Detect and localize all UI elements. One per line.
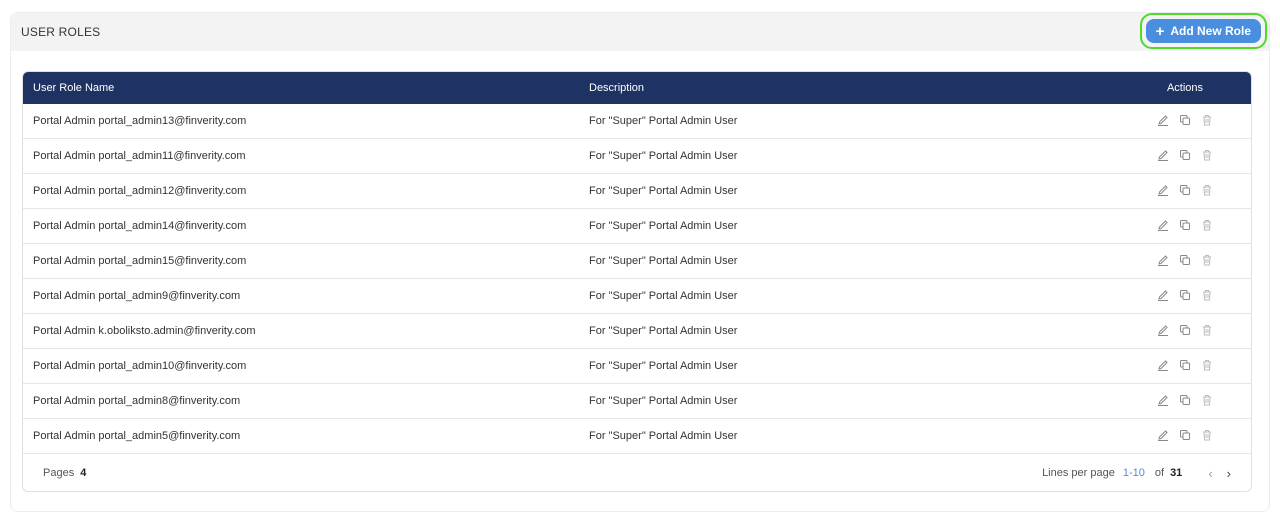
edit-icon[interactable] <box>1156 183 1170 200</box>
table-header: User Role Name Description Actions <box>23 72 1251 104</box>
edit-icon[interactable] <box>1156 428 1170 445</box>
user-roles-panel: USER ROLES + Add New Role User Role Name … <box>10 12 1270 512</box>
copy-icon[interactable] <box>1178 148 1192 165</box>
edit-icon[interactable] <box>1156 358 1170 375</box>
table-row: Portal Admin portal_admin13@finverity.co… <box>23 104 1251 139</box>
panel-header: USER ROLES + Add New Role <box>11 13 1269 51</box>
delete-icon[interactable] <box>1200 428 1214 445</box>
edit-icon[interactable] <box>1156 253 1170 270</box>
next-page-icon[interactable]: › <box>1226 465 1231 481</box>
delete-icon[interactable] <box>1200 393 1214 410</box>
add-new-role-button[interactable]: + Add New Role <box>1145 19 1261 43</box>
delete-icon[interactable] <box>1200 218 1214 235</box>
pages-label: Pages <box>43 467 75 479</box>
table-row: Portal Admin portal_admin5@finverity.com… <box>23 419 1251 454</box>
role-name: Portal Admin portal_admin15@finverity.co… <box>33 255 247 267</box>
prev-page-icon[interactable]: ‹ <box>1208 465 1213 481</box>
role-name: Portal Admin k.oboliksto.admin@finverity… <box>33 325 256 337</box>
plus-icon: + <box>1155 22 1165 40</box>
delete-icon[interactable] <box>1200 358 1214 375</box>
copy-icon[interactable] <box>1178 323 1192 340</box>
role-description: For "Super" Portal Admin User <box>589 150 738 162</box>
col-actions: Actions <box>1166 82 1204 94</box>
delete-icon[interactable] <box>1200 148 1214 165</box>
copy-icon[interactable] <box>1178 428 1192 445</box>
role-description: For "Super" Portal Admin User <box>589 220 738 232</box>
table-row: Portal Admin portal_admin15@finverity.co… <box>23 244 1251 279</box>
edit-icon[interactable] <box>1156 393 1170 410</box>
edit-icon[interactable] <box>1156 288 1170 305</box>
pages-count: 4 <box>80 467 87 479</box>
edit-icon[interactable] <box>1156 113 1170 130</box>
role-description: For "Super" Portal Admin User <box>589 325 738 337</box>
table-row: Portal Admin portal_admin14@finverity.co… <box>23 209 1251 244</box>
role-description: For "Super" Portal Admin User <box>589 290 738 302</box>
copy-icon[interactable] <box>1178 218 1192 235</box>
edit-icon[interactable] <box>1156 148 1170 165</box>
lines-label: Lines per page <box>1042 467 1115 479</box>
highlight-ring: + Add New Role <box>1139 13 1267 49</box>
pagination: Pages 4 Lines per page 1-10 of 31 ‹ › <box>23 454 1251 491</box>
role-description: For "Super" Portal Admin User <box>589 115 738 127</box>
table-row: Portal Admin portal_admin8@finverity.com… <box>23 384 1251 419</box>
role-name: Portal Admin portal_admin8@finverity.com <box>33 395 241 407</box>
role-name: Portal Admin portal_admin9@finverity.com <box>33 290 241 302</box>
delete-icon[interactable] <box>1200 288 1214 305</box>
col-name: User Role Name <box>33 82 115 94</box>
copy-icon[interactable] <box>1178 183 1192 200</box>
role-name: Portal Admin portal_admin10@finverity.co… <box>33 360 247 372</box>
role-name: Portal Admin portal_admin11@finverity.co… <box>33 150 246 162</box>
page-title: USER ROLES <box>21 25 101 39</box>
delete-icon[interactable] <box>1200 253 1214 270</box>
role-description: For "Super" Portal Admin User <box>589 360 738 372</box>
copy-icon[interactable] <box>1178 393 1192 410</box>
role-name: Portal Admin portal_admin12@finverity.co… <box>33 185 247 197</box>
col-description: Description <box>589 82 645 94</box>
table-row: Portal Admin portal_admin11@finverity.co… <box>23 139 1251 174</box>
edit-icon[interactable] <box>1156 218 1170 235</box>
roles-table: User Role Name Description Actions Porta… <box>22 71 1252 492</box>
copy-icon[interactable] <box>1178 288 1192 305</box>
role-name: Portal Admin portal_admin14@finverity.co… <box>33 220 247 232</box>
delete-icon[interactable] <box>1200 183 1214 200</box>
role-name: Portal Admin portal_admin13@finverity.co… <box>33 115 247 127</box>
lines-per-page-select[interactable]: 1-10 <box>1122 467 1145 479</box>
of-label: of <box>1154 467 1165 479</box>
role-description: For "Super" Portal Admin User <box>589 185 738 197</box>
total-count: 31 <box>1170 467 1183 479</box>
copy-icon[interactable] <box>1178 113 1192 130</box>
delete-icon[interactable] <box>1200 323 1214 340</box>
role-description: For "Super" Portal Admin User <box>589 430 738 442</box>
table-row: Portal Admin portal_admin10@finverity.co… <box>23 349 1251 384</box>
role-description: For "Super" Portal Admin User <box>589 255 738 267</box>
copy-icon[interactable] <box>1178 253 1192 270</box>
delete-icon[interactable] <box>1200 113 1214 130</box>
table-row: Portal Admin portal_admin9@finverity.com… <box>23 279 1251 314</box>
role-description: For "Super" Portal Admin User <box>589 395 738 407</box>
copy-icon[interactable] <box>1178 358 1192 375</box>
table-row: Portal Admin k.oboliksto.admin@finverity… <box>23 314 1251 349</box>
edit-icon[interactable] <box>1156 323 1170 340</box>
table-row: Portal Admin portal_admin12@finverity.co… <box>23 174 1251 209</box>
role-name: Portal Admin portal_admin5@finverity.com <box>33 430 241 442</box>
